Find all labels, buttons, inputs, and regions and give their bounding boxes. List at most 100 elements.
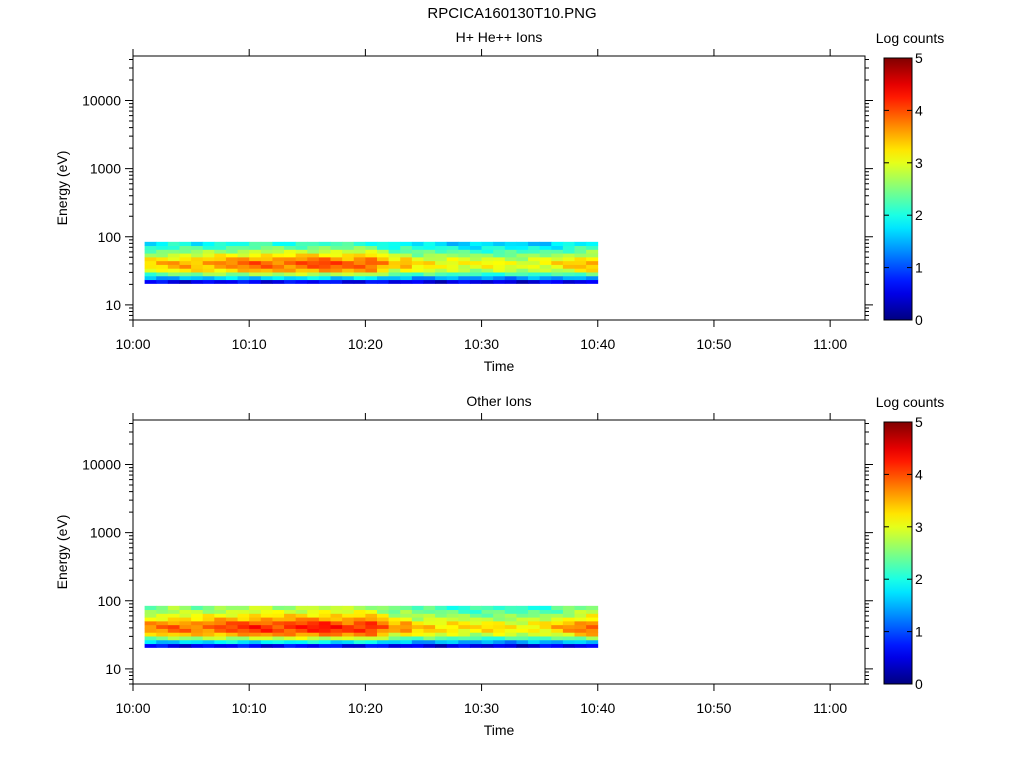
heatmap-cell bbox=[423, 620, 436, 626]
heatmap-cell bbox=[377, 605, 390, 611]
heatmap-cell bbox=[342, 268, 355, 273]
heatmap-cell bbox=[272, 624, 285, 629]
heatmap-cell bbox=[400, 624, 413, 629]
heatmap-cell bbox=[272, 253, 285, 258]
heatmap-cell bbox=[411, 639, 424, 645]
heatmap-cell bbox=[342, 256, 355, 262]
heatmap-cell bbox=[225, 253, 238, 258]
heatmap-cell bbox=[156, 275, 169, 281]
heatmap-cell bbox=[342, 605, 355, 611]
colorbar-tick-label: 1 bbox=[915, 624, 923, 640]
heatmap-cell bbox=[516, 275, 529, 281]
heatmap-cell bbox=[249, 279, 262, 284]
heatmap-cell bbox=[167, 628, 180, 633]
heatmap-cell bbox=[586, 609, 599, 614]
heatmap-cell bbox=[167, 268, 180, 273]
heatmap-cell bbox=[214, 624, 227, 629]
heatmap-cell bbox=[353, 279, 366, 284]
heatmap-cell bbox=[516, 636, 529, 641]
heatmap-cell bbox=[249, 245, 262, 250]
heatmap-cell bbox=[330, 253, 343, 258]
heatmap-cell bbox=[284, 624, 297, 629]
heatmap-cell bbox=[446, 632, 459, 637]
heatmap-cell bbox=[225, 275, 238, 281]
heatmap-cell bbox=[365, 256, 378, 262]
heatmap-cell bbox=[156, 272, 169, 277]
heatmap-cell bbox=[365, 628, 378, 633]
heatmap-cell bbox=[202, 609, 215, 614]
y-tick-label: 10 bbox=[105, 661, 121, 677]
heatmap-cell bbox=[191, 268, 204, 273]
heatmap-cell bbox=[214, 245, 227, 250]
heatmap-cell bbox=[411, 256, 424, 262]
heatmap-cell bbox=[318, 264, 331, 269]
heatmap-cell bbox=[504, 268, 517, 273]
heatmap-cell bbox=[191, 613, 204, 618]
y-minor-ticks bbox=[125, 422, 873, 685]
heatmap-cell bbox=[330, 609, 343, 614]
heatmap-cell bbox=[144, 628, 157, 633]
heatmap-cell bbox=[411, 264, 424, 269]
heatmap-cell bbox=[551, 605, 564, 611]
heatmap-cell bbox=[284, 636, 297, 641]
heatmap-cell bbox=[295, 605, 308, 611]
heatmap-cell bbox=[353, 613, 366, 618]
heatmap-cell bbox=[167, 264, 180, 269]
heatmap-cell bbox=[562, 272, 575, 277]
heatmap-cell bbox=[469, 264, 482, 269]
heatmap-cell bbox=[481, 264, 494, 269]
heatmap-cell bbox=[400, 609, 413, 614]
heatmap-cell bbox=[586, 245, 599, 250]
heatmap-cell bbox=[586, 613, 599, 618]
heatmap-cell bbox=[214, 609, 227, 614]
heatmap-cell bbox=[423, 605, 436, 611]
heatmap-cell bbox=[377, 628, 390, 633]
heatmap-cell bbox=[574, 620, 587, 626]
heatmap-cell bbox=[179, 272, 192, 277]
heatmap-cell bbox=[249, 628, 262, 633]
heatmap-cell bbox=[562, 613, 575, 618]
heatmap-cell bbox=[377, 275, 390, 281]
heatmap-cell bbox=[504, 632, 517, 637]
heatmap-cell bbox=[365, 245, 378, 250]
heatmap-cell bbox=[342, 628, 355, 633]
heatmap-cell bbox=[156, 643, 169, 648]
heatmap-cell bbox=[446, 620, 459, 626]
heatmap-cell bbox=[423, 639, 436, 645]
heatmap-cell bbox=[516, 609, 529, 614]
heatmap-cell bbox=[423, 249, 436, 254]
heatmap-cell bbox=[249, 268, 262, 273]
heatmap-cell bbox=[249, 609, 262, 614]
heatmap-cell bbox=[284, 245, 297, 250]
heatmap-cell bbox=[202, 264, 215, 269]
heatmap-cell bbox=[284, 272, 297, 277]
heatmap-cell bbox=[458, 643, 471, 648]
heatmap-cell bbox=[458, 613, 471, 618]
heatmap-cell bbox=[551, 260, 564, 265]
heatmap-cell bbox=[179, 613, 192, 618]
heatmap-cell bbox=[249, 249, 262, 254]
heatmap-cell bbox=[458, 253, 471, 258]
heatmap-cell bbox=[353, 605, 366, 611]
heatmap-cell bbox=[400, 241, 413, 247]
heatmap-cell bbox=[504, 260, 517, 265]
heatmap-cell bbox=[202, 249, 215, 254]
heatmap-cell bbox=[574, 605, 587, 611]
heatmap-cell bbox=[539, 245, 552, 250]
heatmap-cell bbox=[469, 275, 482, 281]
heatmap-cell bbox=[481, 609, 494, 614]
heatmap-cell bbox=[551, 609, 564, 614]
heatmap-cell bbox=[191, 241, 204, 247]
heatmap-cell bbox=[318, 268, 331, 273]
heatmap-cell bbox=[551, 643, 564, 648]
heatmap-cell bbox=[225, 636, 238, 641]
heatmap-cell bbox=[528, 628, 541, 633]
heatmap-cell bbox=[458, 268, 471, 273]
heatmap-cell bbox=[156, 617, 169, 622]
heatmap-cell bbox=[516, 245, 529, 250]
colorbar-scale bbox=[883, 57, 913, 321]
heatmap-cell bbox=[435, 624, 448, 629]
heatmap-cell bbox=[400, 268, 413, 273]
heatmap-cell bbox=[400, 632, 413, 637]
